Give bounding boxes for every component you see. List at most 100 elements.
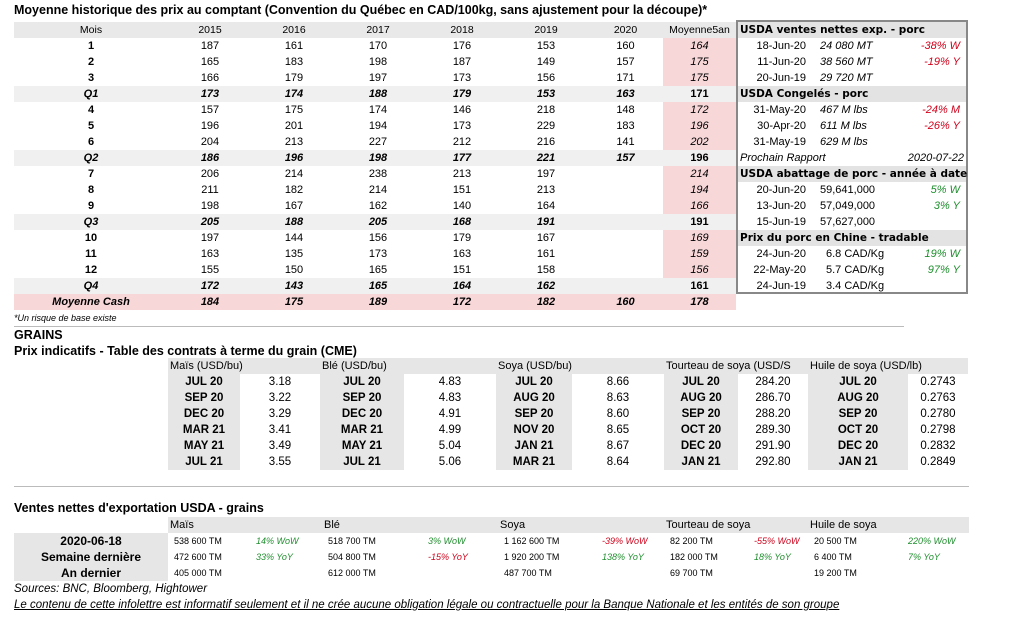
- grain-cell: 0.2743: [920, 376, 956, 388]
- hist-cell: 189: [336, 294, 420, 310]
- grain-cell: JUL 20: [664, 374, 738, 390]
- historical-price-table: Mois 2015 2016 2017 2018 2019 2020 Moyenne5an 1 1…: [14, 22, 736, 310]
- hist-row: 5 196 201 194 173 229 183 196: [14, 118, 736, 134]
- grain-cell: SEP 20: [496, 406, 572, 422]
- hist-row: 4 157 175 174 146 218 148 172: [14, 102, 736, 118]
- exports-change: [908, 565, 969, 581]
- grain-cell: 8.60: [606, 408, 630, 420]
- grains-subtitle: Prix indicatifs - Table des contrats à t…: [14, 344, 357, 358]
- usda-data-row: 24-Jun-19 3.4 CAD/Kg: [738, 278, 966, 294]
- hist-header-cell: 2016: [252, 22, 336, 38]
- hist-cell: 153: [504, 86, 588, 102]
- hist-cell: [588, 166, 663, 182]
- hist-cell: 10: [84, 232, 98, 244]
- grain-cell: OCT 20: [664, 422, 738, 438]
- hist-cell: 146: [452, 104, 472, 116]
- grain-header-cell: Huile de soya (USD/lb): [808, 358, 968, 374]
- hist-cell: 184: [168, 294, 252, 310]
- usda-value: 29 720 MT: [820, 72, 873, 84]
- hist-header-row: Mois 2015 2016 2017 2018 2019 2020 Moyenne5an: [14, 22, 736, 38]
- grain-cell: JUL 20: [168, 374, 240, 390]
- grain-cell: SEP 20: [808, 406, 908, 422]
- usda-data-row: 22-May-20 5.7 CAD/Kg 97% Y: [738, 262, 966, 278]
- grain-cell: 0.2798: [920, 424, 956, 436]
- grain-row: JUL 21 3.55 JUL 21 5.06 MAR 21 8.64 JAN 21 292.…: [168, 454, 968, 470]
- exports-change: 220% WoW: [908, 536, 956, 546]
- hist-cell: 187: [452, 56, 472, 68]
- usda-value: 24 080 MT: [820, 40, 873, 52]
- hist-cell: 198: [200, 200, 220, 212]
- exports-volume: 405 000 TM: [174, 568, 222, 578]
- hist-cell: 182: [284, 184, 304, 196]
- hist-cell: 151: [452, 264, 472, 276]
- hist-cell: 218: [536, 104, 556, 116]
- hist-cell: 205: [336, 214, 420, 230]
- hist-header-cell: 2019: [504, 22, 588, 38]
- hist-cell: 5: [87, 120, 95, 132]
- hist-cell: 1: [87, 40, 95, 52]
- hist-cell: 151: [452, 184, 472, 196]
- hist-cell: 213: [452, 168, 472, 180]
- exports-header-blank: [14, 517, 168, 533]
- grain-cell: OCT 20: [808, 422, 908, 438]
- usda-frozen-title: USDA Congelés - porc: [738, 86, 966, 102]
- exports-volume: 69 700 TM: [670, 568, 713, 578]
- hist-cell: 201: [284, 120, 304, 132]
- hist-cell: 221: [504, 150, 588, 166]
- hist-cell: 188: [252, 214, 336, 230]
- usda-change: -26% Y: [924, 120, 960, 132]
- hist-title: Moyenne historique des prix au comptant …: [14, 3, 708, 17]
- hist-cell: 179: [420, 86, 504, 102]
- hist-cell: [588, 182, 663, 198]
- usda-date: 11-Jun-20: [757, 56, 806, 68]
- hist-cell: 173: [368, 248, 388, 260]
- hist-cell: 163: [200, 248, 220, 260]
- hist-cell: 173: [168, 86, 252, 102]
- grain-cell: AUG 20: [808, 390, 908, 406]
- usda-date: 24-Jun-20: [756, 248, 806, 260]
- hist-cell: 167: [284, 200, 304, 212]
- usda-date: 18-Jun-20: [756, 40, 806, 52]
- exports-volume: 1 920 200 TM: [504, 552, 560, 562]
- exports-change: [602, 565, 664, 581]
- grain-cell: DEC 20: [664, 438, 738, 454]
- exports-header-cell: Maïs: [168, 517, 322, 533]
- hist-header-cell: Mois: [14, 22, 168, 38]
- hist-row: Moyenne Cash 184 175 189 172 182 160 178: [14, 294, 736, 310]
- grain-cell: MAR 21: [168, 422, 240, 438]
- hist-cell: 186: [168, 150, 252, 166]
- hist-cell: 173: [452, 72, 472, 84]
- grain-cell: AUG 20: [496, 390, 572, 406]
- grain-cell: 0.2832: [920, 440, 956, 452]
- usda-date: 20-Jun-19: [756, 72, 806, 84]
- usda-change: 19% W: [924, 248, 960, 260]
- grain-cell: 5.04: [438, 440, 462, 452]
- usda-data-row: 13-Jun-20 57,049,000 3% Y: [738, 198, 966, 214]
- grain-cell: JUL 21: [320, 454, 404, 470]
- usda-value: 57,049,000: [820, 200, 876, 212]
- hist-cell: 204: [200, 136, 220, 148]
- hist-cell: 187: [200, 40, 220, 52]
- hist-cell: 161: [663, 278, 736, 294]
- hist-cell: 196: [663, 118, 736, 134]
- exports-volume: 6 400 TM: [814, 552, 852, 562]
- hist-cell: 197: [200, 232, 220, 244]
- usda-data-row: 24-Jun-20 6.8 CAD/Kg 19% W: [738, 246, 966, 262]
- hist-cell: Q1: [14, 86, 168, 102]
- grain-row: JUL 20 3.18 JUL 20 4.83 JUL 20 8.66 JUL 20 284.…: [168, 374, 968, 390]
- grain-cell: 8.64: [606, 456, 630, 468]
- sources: Sources: BNC, Bloomberg, Hightower: [14, 583, 208, 595]
- hist-row: Q4 172 143 165 164 162 161: [14, 278, 736, 294]
- grain-cell: SEP 20: [664, 406, 738, 422]
- grain-header-cell: Blé (USD/bu): [320, 358, 496, 374]
- hist-header-cell: 2020: [588, 22, 663, 38]
- hist-cell: 177: [420, 150, 504, 166]
- grain-cell: JUL 20: [808, 374, 908, 390]
- hist-cell: 213: [284, 136, 304, 148]
- grain-cell: 4.91: [438, 408, 462, 420]
- hist-cell: 164: [536, 200, 556, 212]
- grain-cell: 3.29: [268, 408, 292, 420]
- hist-row: 10 197 144 156 179 167 169: [14, 230, 736, 246]
- hist-cell: Q4: [14, 278, 168, 294]
- hist-cell: [588, 278, 663, 294]
